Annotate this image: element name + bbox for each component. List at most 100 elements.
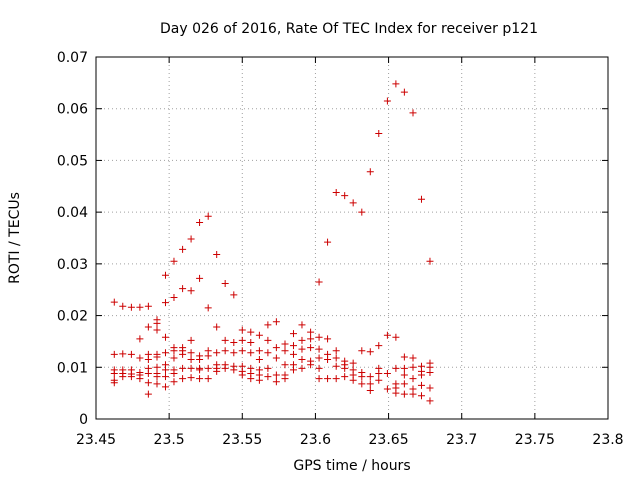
data-point xyxy=(161,373,169,381)
data-point xyxy=(170,293,178,301)
x-tick-label: 23.45 xyxy=(76,432,116,448)
data-point xyxy=(281,375,289,383)
data-point xyxy=(221,364,229,372)
data-point xyxy=(272,354,280,362)
data-point xyxy=(179,285,187,293)
data-point xyxy=(187,349,195,357)
data-point xyxy=(221,336,229,344)
data-point xyxy=(358,208,366,216)
data-point xyxy=(324,375,332,383)
data-point xyxy=(349,359,357,367)
data-point xyxy=(341,192,349,200)
data-point xyxy=(247,338,255,346)
data-point xyxy=(161,349,169,357)
data-point xyxy=(332,362,340,370)
x-tick-label: 23.6 xyxy=(300,432,331,448)
data-point xyxy=(230,366,238,374)
data-point xyxy=(341,364,349,372)
data-point xyxy=(272,371,280,379)
data-point xyxy=(375,369,383,377)
data-point xyxy=(161,271,169,279)
data-point xyxy=(213,367,221,375)
data-point xyxy=(315,278,323,286)
data-point xyxy=(315,354,323,362)
data-point xyxy=(366,380,374,388)
data-point xyxy=(366,373,374,381)
data-point xyxy=(196,356,204,364)
data-point xyxy=(400,88,408,96)
data-point xyxy=(324,335,332,343)
data-point xyxy=(341,373,349,381)
data-point xyxy=(187,336,195,344)
data-point xyxy=(315,333,323,341)
data-point xyxy=(213,349,221,357)
data-point xyxy=(110,350,118,358)
data-point xyxy=(417,371,425,379)
data-point xyxy=(170,369,178,377)
data-point xyxy=(281,361,289,369)
data-point xyxy=(238,336,246,344)
data-point xyxy=(110,298,118,306)
data-point xyxy=(383,331,391,339)
data-point xyxy=(119,373,127,381)
y-tick-labels: 0 0.01 0.02 0.03 0.04 0.05 0.06 0.07 xyxy=(57,50,88,428)
data-point xyxy=(196,274,204,282)
data-point xyxy=(289,330,297,338)
x-tick-label: 23.5 xyxy=(154,432,185,448)
data-point xyxy=(153,353,161,361)
data-point xyxy=(281,340,289,348)
data-point xyxy=(230,349,238,357)
data-point xyxy=(409,109,417,117)
data-point xyxy=(153,326,161,334)
data-point xyxy=(332,188,340,196)
data-point xyxy=(161,333,169,341)
data-point xyxy=(264,373,272,381)
x-tick-label: 23.65 xyxy=(369,432,409,448)
data-point xyxy=(153,373,161,381)
data-point xyxy=(255,331,263,339)
y-tick-label: 0.03 xyxy=(57,257,88,273)
data-point xyxy=(315,345,323,353)
data-point xyxy=(400,380,408,388)
data-point xyxy=(392,80,400,88)
data-point xyxy=(324,238,332,246)
x-tick-label: 23.55 xyxy=(222,432,262,448)
data-point xyxy=(204,375,212,383)
y-tick-label: 0 xyxy=(79,412,88,428)
data-point xyxy=(392,333,400,341)
data-point xyxy=(204,304,212,312)
data-point xyxy=(383,385,391,393)
data-point xyxy=(332,375,340,383)
data-point xyxy=(426,368,434,376)
data-point xyxy=(358,347,366,355)
data-points xyxy=(110,80,434,405)
data-point xyxy=(238,326,246,334)
data-point xyxy=(298,356,306,364)
data-point xyxy=(307,361,315,369)
data-point xyxy=(400,364,408,372)
data-point xyxy=(170,354,178,362)
data-point xyxy=(161,299,169,307)
data-point xyxy=(324,356,332,364)
data-point xyxy=(153,319,161,327)
y-tick-label: 0.04 xyxy=(57,205,88,221)
grid-lines xyxy=(96,57,608,419)
data-point xyxy=(332,354,340,362)
data-point xyxy=(161,366,169,374)
data-point xyxy=(127,373,135,381)
data-point xyxy=(127,303,135,311)
data-point xyxy=(179,375,187,383)
data-point xyxy=(409,390,417,398)
data-point xyxy=(281,347,289,355)
data-point xyxy=(332,347,340,355)
data-point xyxy=(187,364,195,372)
data-point xyxy=(426,397,434,405)
data-point xyxy=(392,389,400,397)
data-point xyxy=(426,257,434,265)
y-tick-label: 0.01 xyxy=(57,360,88,376)
data-point xyxy=(349,376,357,384)
data-point xyxy=(213,251,221,259)
data-point xyxy=(315,364,323,372)
axis-ticks xyxy=(95,56,609,420)
